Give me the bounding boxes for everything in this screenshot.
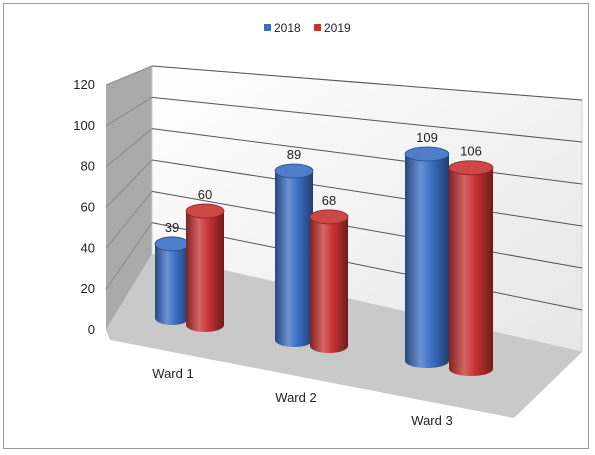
bar-2019-ward-1 <box>185 203 225 332</box>
bar-2018-ward-1 <box>154 236 190 325</box>
bar-top <box>185 203 225 219</box>
y-tick-label: 100 <box>73 118 95 133</box>
bar-2019-ward-3 <box>448 160 494 376</box>
legend-label: 2019 <box>324 21 351 35</box>
bar-2018-ward-3 <box>404 146 450 368</box>
x-category-label: Ward 2 <box>275 390 316 405</box>
bar-top <box>404 146 450 162</box>
gridline-side <box>105 96 153 127</box>
bar-top <box>309 209 349 225</box>
gridline-side <box>105 222 153 290</box>
gridline <box>151 190 583 269</box>
gridline <box>151 159 583 227</box>
gridline-side <box>105 65 153 86</box>
legend-swatch <box>314 24 321 31</box>
gridline <box>151 128 583 185</box>
gridline-side <box>105 159 153 208</box>
gridline-side <box>105 191 153 249</box>
bar-2018-ward-2 <box>274 163 314 347</box>
bar-top <box>448 160 494 176</box>
y-tick-label: 20 <box>81 281 95 296</box>
bar-body <box>405 154 449 368</box>
y-tick-label: 40 <box>81 240 95 255</box>
data-label: 39 <box>165 220 179 235</box>
data-label: 89 <box>287 147 301 162</box>
data-label: 109 <box>416 130 438 145</box>
bar-top <box>154 236 190 252</box>
data-label: 60 <box>198 187 212 202</box>
gridline-side <box>105 128 153 168</box>
bar-body <box>449 167 493 376</box>
bar-body <box>310 216 348 353</box>
y-tick-label: 0 <box>88 322 95 337</box>
legend-swatch <box>264 24 271 31</box>
gridline <box>151 65 583 101</box>
gridline <box>151 96 583 143</box>
y-tick-label: 120 <box>73 77 95 92</box>
chart-side-wall <box>106 66 152 330</box>
bar-body <box>186 211 224 332</box>
data-label: 106 <box>460 144 482 159</box>
y-tick-label: 60 <box>81 200 95 215</box>
bar-body <box>275 171 313 347</box>
x-category-label: Ward 3 <box>411 413 452 428</box>
x-category-label: Ward 1 <box>152 366 193 381</box>
legend-label: 2018 <box>274 21 301 35</box>
bar-2019-ward-2 <box>309 209 349 353</box>
bar-top <box>274 163 314 179</box>
y-tick-label: 80 <box>81 159 95 174</box>
bar-body <box>155 243 189 325</box>
data-label: 68 <box>322 193 336 208</box>
